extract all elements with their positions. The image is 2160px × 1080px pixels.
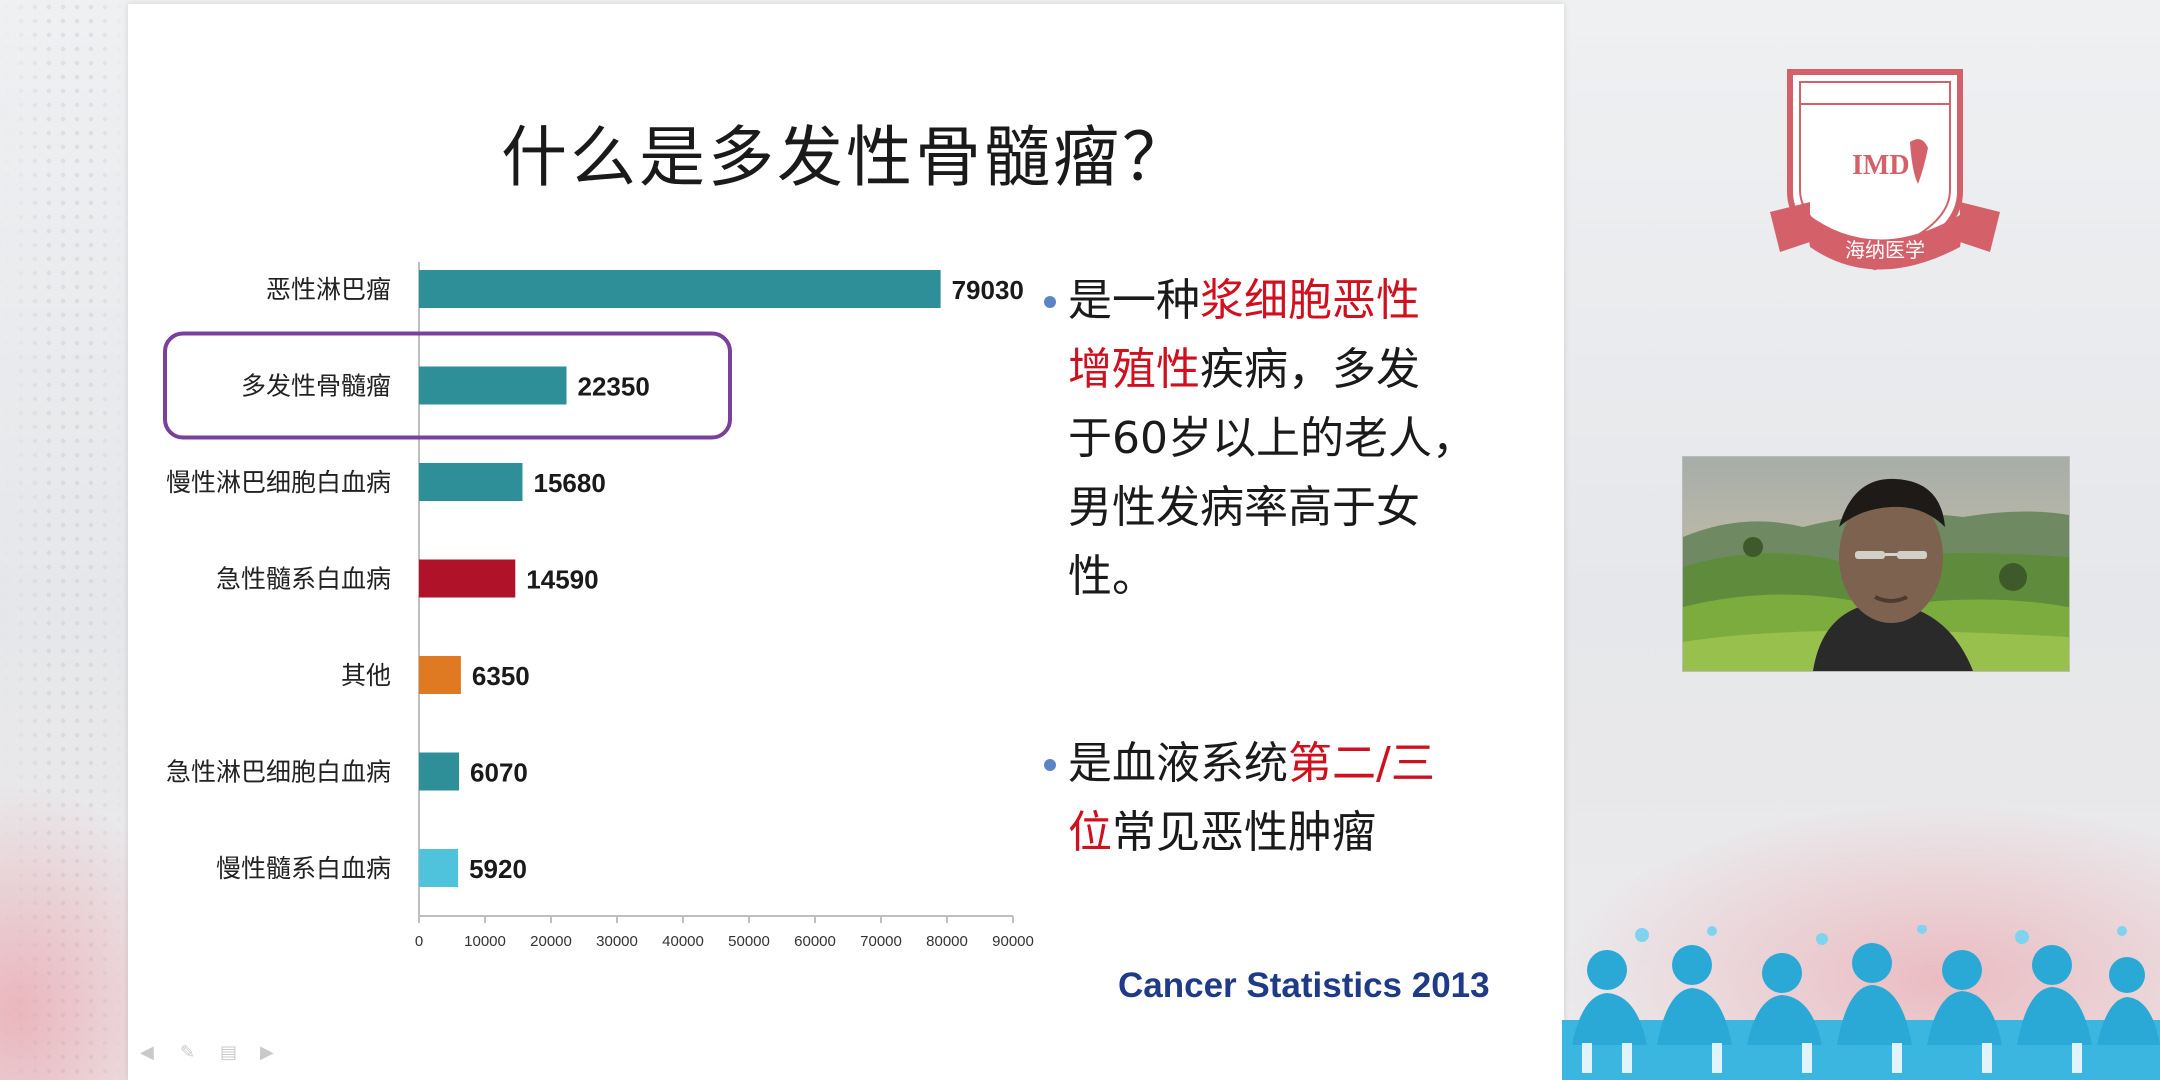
category-label: 恶性淋巴瘤 (266, 275, 391, 304)
data-label: 6070 (470, 758, 528, 788)
category-label: 其他 (341, 661, 391, 690)
category-label: 慢性淋巴细胞白血病 (166, 468, 391, 497)
bullet-line: 是一种浆细胞恶性 (1068, 266, 1508, 335)
bullet-text: 男性发病率高于女 (1068, 482, 1420, 533)
pen-icon[interactable]: ✎ (180, 1042, 196, 1063)
data-label: 5920 (469, 854, 527, 884)
highlighted-text: 第二/三 (1288, 738, 1435, 789)
bullet-line: 于60岁以上的老人， (1068, 404, 1508, 473)
meeting-silhouettes-decoration (1562, 925, 2160, 1080)
highlight-box (163, 331, 732, 440)
bar (419, 656, 461, 694)
data-label: 14590 (526, 565, 598, 595)
bullet-line: 是血液系统第二/三 (1068, 729, 1508, 798)
slide-controls[interactable]: ◀ ✎ ▤ ▶ (140, 1044, 286, 1062)
bar-chart: 0 10000 20000 30000 40000 50000 60000 70000 8000… (163, 262, 1034, 950)
menu-icon[interactable]: ▤ (220, 1042, 238, 1063)
bullet-line: 增殖性疾病，多发 (1068, 335, 1508, 404)
next-slide-icon[interactable]: ▶ (260, 1042, 274, 1063)
x-tick-label: 70000 (860, 933, 902, 950)
bar (419, 559, 516, 598)
data-label: 22350 (578, 372, 650, 402)
bar (419, 366, 567, 405)
bullet-text: 是一种 (1068, 275, 1200, 326)
logo-caption: 海纳医学 (1845, 238, 1925, 262)
bar (419, 849, 459, 887)
bullet-dot-icon (1044, 296, 1056, 308)
bar (419, 270, 941, 308)
x-tick-label: 20000 (530, 933, 572, 950)
highlighted-text: 浆细胞恶性 (1200, 275, 1420, 326)
bullet-item: 是一种浆细胞恶性 增殖性疾病，多发 于60岁以上的老人， 男性发病率高于女 性。 (1044, 266, 1508, 611)
source-citation: Cancer Statistics 2013 (1118, 966, 1490, 1005)
bullet-text: 常见恶性肿瘤 (1112, 807, 1376, 858)
bullet-line: 男性发病率高于女 (1068, 473, 1508, 542)
category-label: 多发性骨髓瘤 (241, 372, 391, 401)
bullet-dot-icon (1044, 759, 1056, 771)
category-label: 急性淋巴细胞白血病 (166, 758, 391, 787)
bar (419, 463, 523, 501)
x-tick-label: 30000 (596, 933, 638, 950)
data-label: 6350 (472, 661, 530, 691)
highlighted-text: 位 (1068, 807, 1112, 858)
bar (419, 752, 460, 791)
x-tick-label: 60000 (794, 933, 836, 950)
x-tick-label: 10000 (464, 933, 506, 950)
svg-text:IMD: IMD (1852, 150, 1910, 181)
bullet-text: 于60岁以上的老人， (1068, 413, 1476, 464)
x-tick-label: 90000 (992, 933, 1034, 950)
slide-title: 什么是多发性骨髓瘤？ (501, 119, 1191, 196)
imd-logo: IMD 海纳医学 (1770, 69, 2000, 271)
previous-slide-icon[interactable]: ◀ (140, 1042, 154, 1063)
bullet-text: 性。 (1068, 551, 1156, 602)
x-tick-label: 50000 (728, 933, 770, 950)
bullet-line: 位常见恶性肿瘤 (1068, 798, 1508, 867)
category-label: 慢性髓系白血病 (216, 854, 391, 883)
bullet-item: 是血液系统第二/三 位常见恶性肿瘤 (1044, 729, 1508, 867)
x-tick-label: 80000 (926, 933, 968, 950)
bullet-text: 是血液系统 (1068, 738, 1288, 789)
x-tick-label: 40000 (662, 933, 704, 950)
bullet-text: 疾病，多发 (1200, 344, 1420, 395)
bullet-line: 性。 (1068, 542, 1508, 611)
x-tick-label: 0 (415, 933, 423, 950)
highlighted-text: 增殖性 (1068, 344, 1200, 395)
category-label: 急性髓系白血病 (216, 565, 391, 594)
data-label: 15680 (533, 468, 605, 498)
data-label: 79030 (952, 275, 1024, 305)
webcam-video[interactable] (1682, 456, 2070, 672)
presentation-slide: 什么是多发性骨髓瘤？ 0 10000 20000 30000 40000 50000 600… (128, 4, 1564, 1080)
